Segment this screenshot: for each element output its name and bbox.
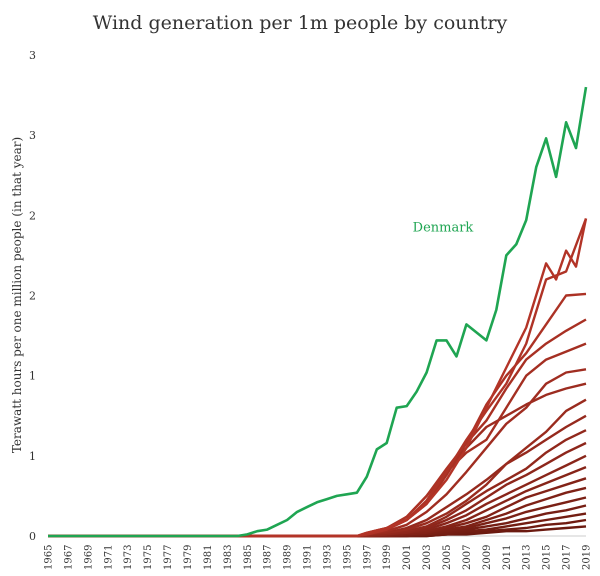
series-line [48,525,587,538]
x-tick-label: 1973 [123,545,134,570]
series-line [48,441,587,538]
x-tick-label: 2019 [582,545,593,570]
chart-title: Wind generation per 1m people by country [93,12,508,34]
x-tick-label: 1969 [83,545,94,570]
series-line [48,398,587,538]
x-tick-label: 2003 [422,545,433,570]
y-tick-label: 2 [29,209,36,222]
denmark-line [48,86,588,538]
x-tick-label: 1979 [183,545,194,570]
x-tick-label: 2009 [482,545,493,570]
x-tick-label: 1987 [263,545,274,570]
x-tick-label: 1971 [103,545,114,570]
x-tick-label: 1999 [382,545,393,570]
x-tick-label: 1981 [203,545,214,570]
y-tick-group: 0 1 1 2 2 3 3 [29,49,36,543]
y-tick-label: 1 [29,370,36,383]
y-axis-label: Terawatt hours per one million people (i… [10,137,24,453]
x-tick-label: 1977 [163,545,174,570]
x-tick-label: 1997 [362,545,373,570]
x-tick-label: 1965 [44,545,55,570]
x-tick-label: 2005 [442,545,453,570]
x-tick-label: 1985 [243,545,254,570]
x-tick-label: 1983 [223,545,234,570]
series-group [48,86,588,538]
y-tick-label: 0 [29,530,36,543]
y-tick-label: 3 [29,49,36,62]
x-tick-label: 1989 [283,545,294,570]
x-tick-label: 2017 [562,545,573,570]
x-tick-label: 1995 [342,545,353,570]
series-line [48,429,587,538]
denmark-annotation: Denmark [413,220,474,235]
x-tick-label: 1967 [63,545,74,570]
x-tick-label: 2001 [402,545,413,570]
series-line [48,512,587,538]
x-tick-label: 1993 [322,545,333,570]
x-tick-label: 2015 [542,545,553,570]
series-line [48,292,587,538]
x-tick-label: 2007 [462,545,473,570]
x-tick-group: 1965 1967 1969 1971 1973 1975 1977 1979 1981 1983… [44,545,593,570]
x-tick-label: 2013 [522,545,533,570]
series-line [48,368,587,538]
y-tick-label: 1 [29,450,36,463]
y-tick-label: 2 [29,290,36,303]
x-tick-label: 1975 [143,545,154,570]
y-tick-label: 3 [29,129,36,142]
series-line [48,218,588,538]
x-tick-label: 2011 [502,545,513,570]
x-tick-label: 1991 [303,545,314,570]
series-line [48,218,588,538]
